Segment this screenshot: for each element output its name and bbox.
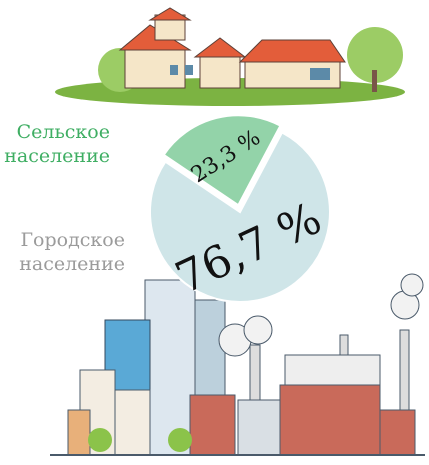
infographic: 23,3 %76,7 % Сельское население Городско…	[0, 0, 429, 465]
category-label: Сельское население	[0, 120, 110, 168]
category-label: Городское население	[0, 228, 125, 276]
